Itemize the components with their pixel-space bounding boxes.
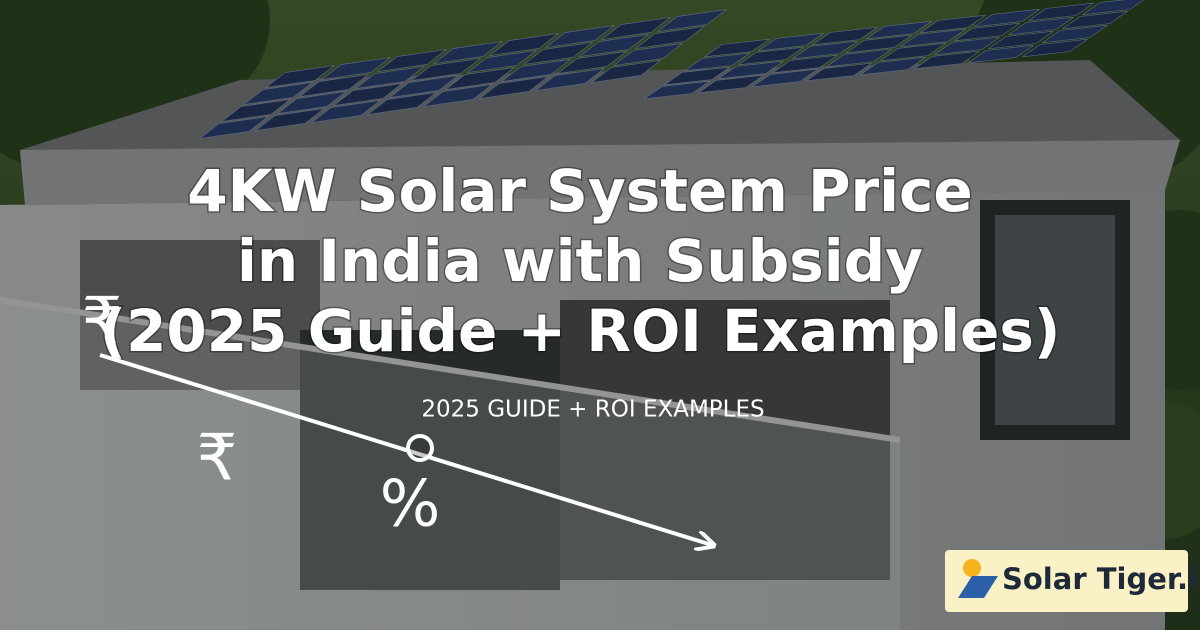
title-line: in India with Subsidy [237, 227, 923, 295]
solar-panel [812, 26, 878, 46]
solar-panel [968, 44, 1034, 64]
solar-panel [488, 33, 560, 56]
solar-panel [298, 74, 370, 97]
solar-panel [1042, 24, 1108, 44]
solar-panel [752, 68, 818, 88]
solar-panel [920, 14, 986, 34]
rupee-symbol: ₹ [197, 422, 238, 496]
solar-panel [758, 32, 824, 52]
balcony-rail [0, 297, 901, 443]
percent-symbol: % [380, 468, 441, 542]
solar-panel [198, 116, 270, 139]
trend-arrow [99, 353, 712, 545]
solar-panel [826, 48, 892, 68]
title-line: 4KW Solar System Price [187, 157, 972, 225]
solar-panel [738, 46, 804, 66]
solar-panel [644, 80, 710, 100]
solar-panel [954, 22, 1020, 42]
solar-panel [900, 28, 966, 48]
solar-panel [634, 26, 706, 49]
solar-panel [534, 68, 606, 91]
solar-panel [220, 99, 292, 122]
solar-panel [612, 43, 684, 66]
solar-panel [422, 84, 494, 107]
solar-panel [444, 67, 516, 90]
solar-panel [1028, 2, 1094, 22]
solar-panel [860, 56, 926, 76]
solar-panel [254, 108, 326, 131]
solar-panel [846, 34, 912, 54]
solar-panel [500, 59, 572, 82]
solar-panel [914, 50, 980, 70]
solar-panel [974, 8, 1040, 28]
solar-panel [522, 42, 594, 65]
solar-panel [600, 17, 672, 40]
roof-edge [20, 140, 1180, 205]
solar-panel [410, 58, 482, 81]
solar-panel [320, 57, 392, 80]
solar-panel [578, 34, 650, 57]
logo-badge [945, 550, 1188, 612]
solar-panel [276, 91, 348, 114]
subtitle: 2025 GUIDE + ROI EXAMPLES [421, 397, 764, 423]
solar-panel [704, 38, 770, 58]
solar-panel [376, 49, 448, 72]
solar-panel [466, 50, 538, 73]
doorway [300, 330, 560, 590]
logo-text: Solar Tiger.in [1002, 562, 1200, 596]
solar-panel [772, 54, 838, 74]
solar-panel [388, 75, 460, 98]
solar-panel [718, 60, 784, 80]
solar-panel [366, 92, 438, 115]
solar-panel [332, 83, 404, 106]
solar-panel [1022, 38, 1088, 58]
rupee-symbol: ₹ [82, 285, 123, 359]
solar-panel [310, 100, 382, 123]
stone-wall [80, 240, 320, 390]
solar-panel [934, 36, 1000, 56]
window-glass [995, 215, 1115, 425]
logo[interactable]: Solar Tiger.in [945, 550, 1200, 612]
title-line: (2025 Guide + ROI Examples) [100, 297, 1061, 365]
arrow-node [406, 434, 434, 462]
logo-panel [958, 576, 998, 598]
solar-panel [1082, 0, 1145, 16]
solar-panels [198, 0, 1145, 139]
solar-panel [792, 40, 858, 60]
solar-panel [544, 25, 616, 48]
solar-panel [664, 66, 730, 86]
solar-panel [590, 60, 662, 83]
solar-panel [354, 66, 426, 89]
solar-panel [1008, 16, 1074, 36]
solar-panel [656, 9, 728, 32]
logo-sun [963, 559, 981, 577]
solar-panel [478, 76, 550, 99]
solar-panel [806, 62, 872, 82]
solar-panel [1062, 10, 1128, 30]
solar-panel [684, 52, 750, 72]
solar-panel [432, 41, 504, 64]
solar-panel [242, 82, 314, 105]
solar-panel [698, 74, 764, 94]
solar-panel [556, 51, 628, 74]
solar-panel [880, 42, 946, 62]
solar-panel [988, 30, 1054, 50]
solar-panel [264, 65, 336, 88]
solar-panel [866, 20, 932, 40]
stone-wall [560, 300, 890, 580]
